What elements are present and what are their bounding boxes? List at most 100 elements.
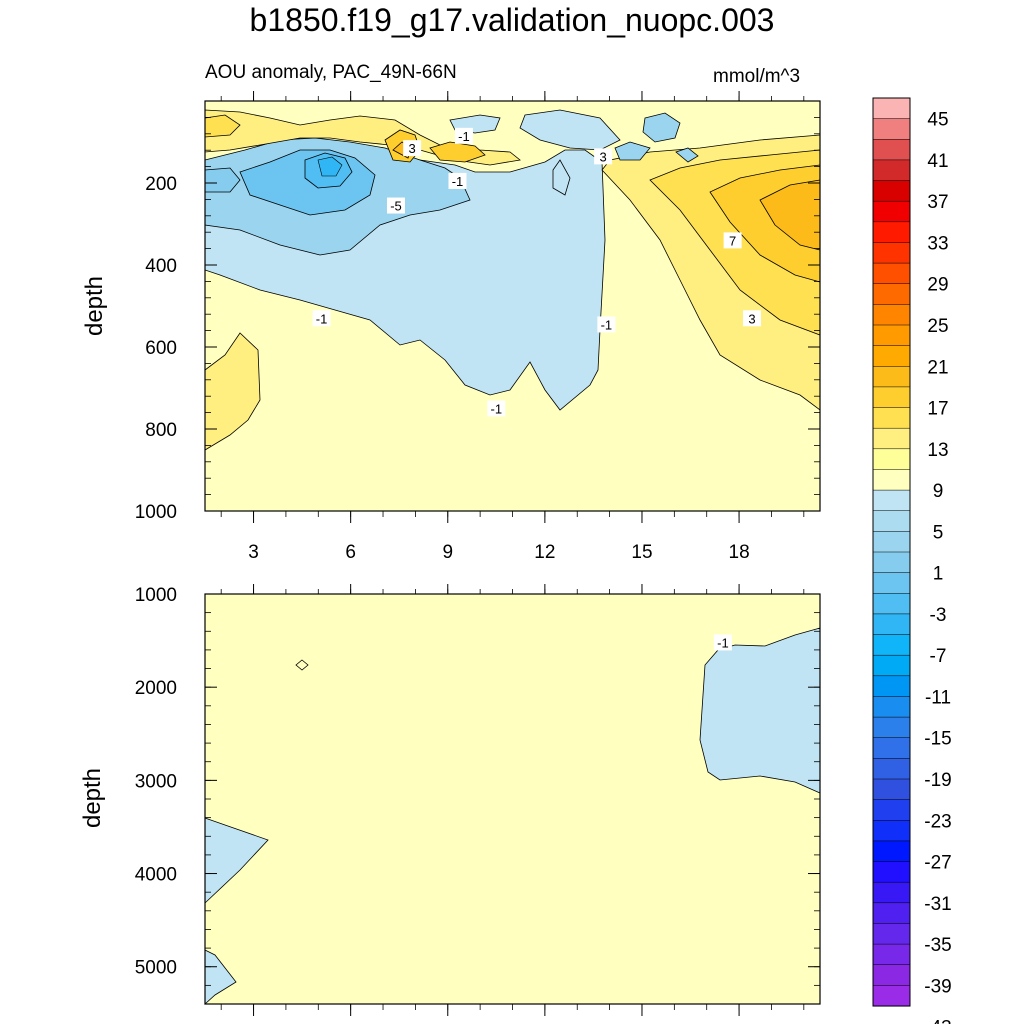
colorbar-swatch xyxy=(872,262,911,285)
contour-label-box xyxy=(386,197,405,214)
lower-right-negative-region xyxy=(699,627,821,794)
contour-label: 3 xyxy=(594,148,613,165)
upper-y-tick-label: 1000 xyxy=(135,502,177,523)
contour-label-box xyxy=(594,148,613,165)
upper-core-blue-inner xyxy=(317,156,343,177)
colorbar-label: -31 xyxy=(924,894,951,915)
upper-surface-blue-d xyxy=(614,141,651,161)
colorbar-swatch xyxy=(872,283,911,305)
contour-label-text: 3 xyxy=(748,311,755,326)
lower-small-diamond xyxy=(295,659,309,671)
colorbar-swatch xyxy=(872,407,911,429)
colorbar-label: -43 xyxy=(924,1018,951,1024)
lower-y-tick-label: 1000 xyxy=(135,585,177,606)
contour-label-text: 3 xyxy=(600,149,607,164)
upper-surface-blue-f xyxy=(552,159,571,196)
upper-y-tick-label: 600 xyxy=(145,338,177,359)
contour-label-box xyxy=(713,634,732,651)
panel-subtitle: AOU anomaly, PAC_49N-66N xyxy=(205,62,457,83)
x-tick-label: 18 xyxy=(729,542,750,563)
colorbar-swatch xyxy=(872,427,911,450)
colorbar-frame xyxy=(872,97,911,1007)
upper-y-axis-title: depth xyxy=(81,276,108,336)
colorbar: 45 41 37 33 29 25 21 17 13 9 5 1 -3 -7 -11 -15 -19 -23 -27… xyxy=(872,97,952,1024)
colorbar-label: 21 xyxy=(927,357,948,378)
upper-y-tick-label: 200 xyxy=(145,174,177,195)
colorbar-swatch xyxy=(872,118,911,140)
upper-surface-warm-blob-c xyxy=(429,141,486,163)
lower-panel: 1000 2000 3000 4000 5000 -1 depth xyxy=(79,584,821,1016)
colorbar-label: 9 xyxy=(933,481,944,502)
upper-axis-ticks: 200 400 600 800 1000 3 6 9 12 15 18 xyxy=(135,91,820,563)
colorbar-label: 29 xyxy=(927,275,948,296)
colorbar-swatch xyxy=(872,551,911,574)
contour-label: -1 xyxy=(312,310,331,327)
contour-label-text: -1 xyxy=(601,317,613,332)
upper-y-tick-label: 800 xyxy=(145,420,177,441)
colorbar-swatch xyxy=(872,304,911,326)
colorbar-label: 5 xyxy=(933,522,944,543)
colorbar-swatch xyxy=(872,613,911,636)
lower-y-tick-label: 4000 xyxy=(135,865,177,886)
contour-label-box xyxy=(448,172,467,189)
colorbar-swatch xyxy=(872,469,911,491)
contour-label: -1 xyxy=(713,634,732,651)
upper-y-tick-label: 400 xyxy=(145,256,177,277)
contour-label-box xyxy=(312,310,331,327)
colorbar-label: 45 xyxy=(927,110,948,131)
colorbar-label: 17 xyxy=(927,399,948,420)
colorbar-swatch xyxy=(872,386,911,409)
upper-surface-blue-e xyxy=(675,147,699,163)
colorbar-swatch xyxy=(872,923,911,945)
x-tick-label: 6 xyxy=(345,542,356,563)
colorbar-label: -35 xyxy=(924,935,951,956)
units-label: mmol/m^3 xyxy=(713,66,801,87)
colorbar-swatch xyxy=(872,510,911,532)
contour-label-text: -1 xyxy=(458,129,470,144)
colorbar-label: 1 xyxy=(933,564,944,585)
x-tick-label: 3 xyxy=(248,542,259,563)
colorbar-swatch xyxy=(872,675,911,698)
contour-label-text: 3 xyxy=(409,141,416,156)
colorbar-swatch xyxy=(872,572,911,594)
contour-label: 7 xyxy=(723,232,742,249)
colorbar-swatch xyxy=(872,799,911,821)
lower-y-axis-title: depth xyxy=(79,768,106,828)
lower-y-tick-label: 5000 xyxy=(135,958,177,979)
colorbar-label: 25 xyxy=(927,316,948,337)
colorbar-label: -11 xyxy=(925,687,951,708)
colorbar-swatch xyxy=(872,716,911,739)
colorbar-swatch xyxy=(872,489,911,512)
colorbar-label: -19 xyxy=(924,770,951,791)
colorbar-swatch xyxy=(872,840,911,863)
lower-y-tick-label: 2000 xyxy=(135,678,177,699)
colorbar-swatch xyxy=(872,943,911,966)
contour-label-text: 7 xyxy=(729,233,736,248)
contour-label-box xyxy=(487,400,506,417)
colorbar-swatch xyxy=(872,345,911,367)
colorbar-label: 41 xyxy=(927,151,948,172)
contour-label-text: -1 xyxy=(316,311,328,326)
colorbar-swatch xyxy=(872,964,911,986)
x-tick-label: 15 xyxy=(631,542,652,563)
contour-label-text: -1 xyxy=(452,174,464,189)
colorbar-swatch xyxy=(872,902,911,925)
colorbar-label: -3 xyxy=(930,605,947,626)
colorbar-swatch xyxy=(872,324,911,347)
upper-deep-warm-region xyxy=(204,332,261,451)
lower-y-tick-label: 3000 xyxy=(135,771,177,792)
colorbar-swatch xyxy=(872,881,911,904)
colorbar-label: -15 xyxy=(924,729,951,750)
colorbar-label: -39 xyxy=(924,976,951,997)
colorbar-swatch xyxy=(872,654,911,677)
colorbar-label: 33 xyxy=(927,233,948,254)
lower-axis-ticks: 1000 2000 3000 4000 5000 xyxy=(135,584,820,1016)
main-title: b1850.f19_g17.validation_nuopc.003 xyxy=(249,2,775,38)
contour-label: -1 xyxy=(597,316,616,333)
contour-label: 3 xyxy=(403,140,422,157)
colorbar-label: -7 xyxy=(930,646,947,667)
contour-label-text: -1 xyxy=(717,635,729,650)
contour-label-box xyxy=(403,140,422,157)
